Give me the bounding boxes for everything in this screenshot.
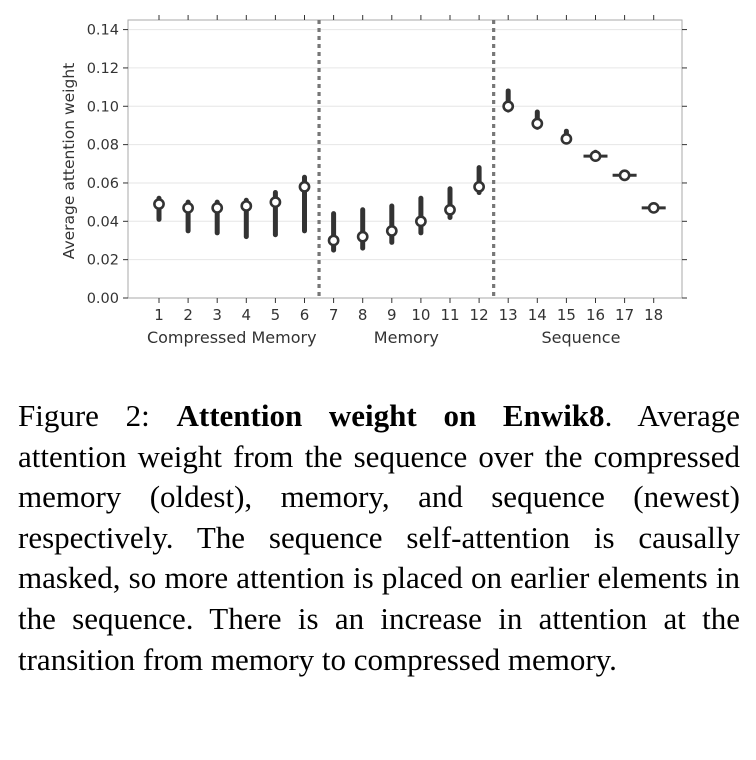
x-tick-label: 4 bbox=[242, 306, 252, 324]
x-tick-label: 13 bbox=[499, 306, 518, 324]
y-tick-label: 0.02 bbox=[87, 253, 119, 269]
y-tick-label: 0.08 bbox=[87, 138, 119, 154]
median-point-17 bbox=[618, 169, 631, 182]
y-tick-label: 0.10 bbox=[87, 99, 119, 115]
x-tick-label: 7 bbox=[329, 306, 339, 324]
median-point-16 bbox=[589, 150, 602, 163]
x-tick-label: 10 bbox=[411, 306, 430, 324]
x-tick-label: 1 bbox=[154, 306, 164, 324]
figure-title-period: . bbox=[604, 398, 613, 433]
y-tick-label: 0.14 bbox=[87, 23, 119, 39]
median-point-5 bbox=[269, 196, 282, 209]
x-tick-label: 15 bbox=[557, 306, 576, 324]
x-tick-label: 16 bbox=[586, 306, 605, 324]
median-point-10 bbox=[414, 215, 427, 228]
y-axis-ticks: 0.00 0.02 0.04 0.06 0.08 0.10 0.12 0.14 bbox=[87, 23, 687, 307]
median-point-1 bbox=[153, 198, 165, 210]
x-tick-label: 11 bbox=[440, 306, 459, 324]
median-point-12 bbox=[473, 180, 485, 193]
gridlines bbox=[128, 29, 682, 299]
x-tick-label: 5 bbox=[271, 306, 281, 324]
x-axis-ticks: 1 2 3 4 5 6 7 8 9 10 11 12 13 14 15 16 17 18 bbox=[154, 15, 663, 324]
median-point-9 bbox=[385, 224, 398, 237]
x-tick-label: 12 bbox=[470, 306, 489, 324]
x-tick-label: 2 bbox=[183, 306, 193, 324]
figure-label: Figure 2: bbox=[18, 398, 150, 433]
median-point-18 bbox=[647, 201, 660, 214]
y-tick-label: 0.04 bbox=[87, 214, 119, 230]
x-tick-label: 18 bbox=[644, 306, 663, 324]
median-point-13 bbox=[502, 100, 515, 113]
x-tick-label: 6 bbox=[300, 306, 310, 324]
group-label: Compressed Memory bbox=[147, 328, 317, 347]
median-point-6 bbox=[298, 180, 311, 193]
plot-frame bbox=[127, 19, 683, 299]
y-tick-label: 0.00 bbox=[87, 291, 119, 307]
median-point-4 bbox=[240, 200, 253, 212]
group-label: Sequence bbox=[541, 328, 620, 347]
median-point-2 bbox=[182, 201, 194, 214]
x-tick-label: 3 bbox=[212, 306, 222, 324]
median-point-3 bbox=[211, 201, 224, 214]
group-labels: Compressed Memory Memory Sequence bbox=[147, 328, 620, 347]
x-tick-label: 9 bbox=[387, 306, 397, 324]
y-tick-label: 0.06 bbox=[87, 176, 119, 192]
figure-title: Attention weight on Enwik8 bbox=[176, 398, 605, 433]
median-point-14 bbox=[531, 117, 544, 130]
x-tick-label: 8 bbox=[358, 306, 368, 324]
violin-series bbox=[153, 88, 666, 253]
group-label: Memory bbox=[374, 328, 439, 347]
figure-description: Average attention weight from the sequen… bbox=[18, 398, 741, 677]
median-point-7 bbox=[327, 234, 340, 247]
x-tick-label: 17 bbox=[615, 306, 634, 324]
y-axis-label: Average attention weight bbox=[60, 63, 78, 259]
median-point-15 bbox=[560, 132, 573, 145]
median-point-11 bbox=[444, 203, 456, 216]
group-separators bbox=[317, 20, 496, 298]
x-tick-label: 14 bbox=[528, 306, 547, 324]
y-tick-label: 0.12 bbox=[87, 61, 119, 77]
figure-caption: Figure 2: Attention weight on Enwik8. Av… bbox=[18, 396, 740, 680]
median-point-8 bbox=[356, 230, 369, 243]
